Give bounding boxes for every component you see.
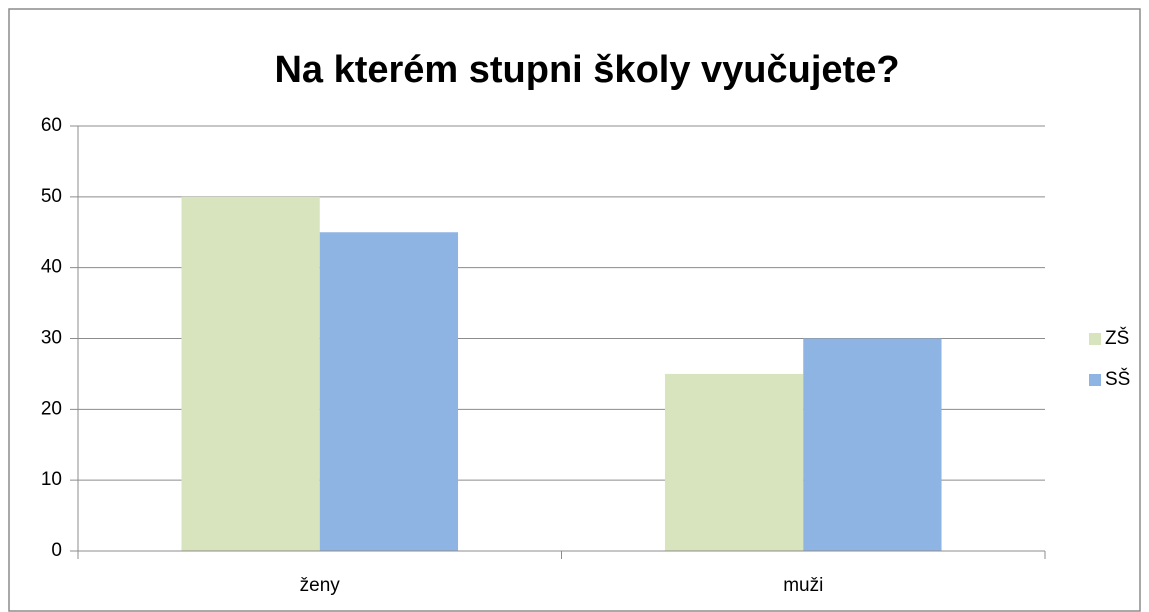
y-tick-label: 30 bbox=[41, 328, 62, 349]
legend-label: SŠ bbox=[1105, 368, 1130, 390]
bar bbox=[181, 196, 320, 552]
bar bbox=[664, 373, 804, 551]
x-tick-label: muži bbox=[783, 575, 823, 596]
bar bbox=[319, 232, 459, 551]
legend-swatch bbox=[1089, 374, 1101, 386]
y-tick-label: 60 bbox=[41, 115, 62, 136]
y-tick-label: 50 bbox=[41, 186, 62, 207]
legend-swatch bbox=[1089, 333, 1101, 345]
chart-title: Na kterém stupni školy vyučujete? bbox=[274, 49, 899, 91]
x-tick-label: ženy bbox=[300, 575, 341, 596]
bar bbox=[803, 338, 942, 551]
chart-border bbox=[8, 8, 1141, 612]
legend-label: ZŠ bbox=[1105, 327, 1129, 349]
y-tick-label: 20 bbox=[41, 398, 62, 419]
y-tick-label: 10 bbox=[41, 469, 62, 490]
y-tick-label: 0 bbox=[51, 540, 62, 561]
y-tick-label: 40 bbox=[41, 257, 62, 278]
